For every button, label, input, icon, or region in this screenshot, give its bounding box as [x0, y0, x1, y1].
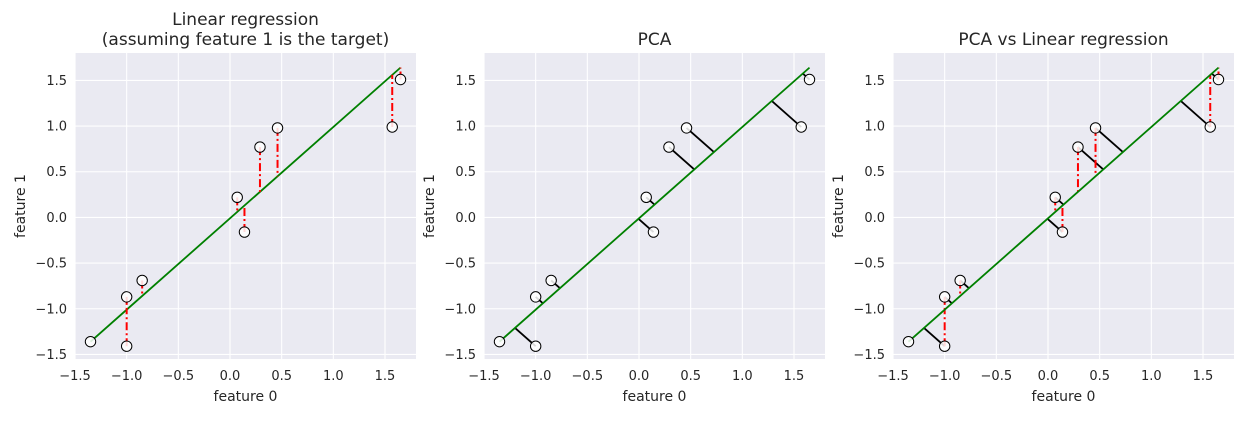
y-tick-label: 0.0	[864, 211, 885, 226]
pca-projection	[771, 100, 802, 128]
y-axis-label: feature 1	[422, 174, 438, 238]
data-point	[1089, 122, 1102, 134]
x-tick-label: −0.5	[981, 369, 1013, 384]
x-tick-label: −1.0	[111, 369, 143, 384]
panel-title: PCA	[638, 30, 672, 50]
x-tick-label: −1.0	[929, 369, 961, 384]
data-point	[647, 226, 660, 238]
fit-line	[907, 66, 1220, 343]
x-tick-label: 0.5	[680, 369, 701, 384]
y-tick-label: 0.0	[455, 211, 476, 226]
y-tick-label: −1.0	[444, 302, 476, 317]
x-axis-label: feature 0	[623, 389, 687, 405]
x-tick-label: 0.0	[220, 369, 241, 384]
y-tick-label: −1.0	[35, 302, 67, 317]
x-tick-label: 1.5	[1193, 369, 1214, 384]
data-point	[938, 340, 951, 352]
data-point	[795, 121, 807, 133]
y-tick-label: 1.0	[46, 120, 67, 135]
x-tick-label: −0.5	[572, 369, 604, 384]
y-tick-label: 0.5	[455, 165, 476, 180]
data-point	[1212, 73, 1225, 86]
y-tick-label: −1.5	[853, 348, 885, 363]
data-point	[231, 191, 243, 204]
data-point	[1072, 141, 1084, 153]
panel-1: −1.5 −1.0 −0.5 0.0 0.5 1.0 1.5 −1.5 −1.0 −0.5 0.0 0…	[13, 10, 416, 405]
data-point	[1049, 191, 1061, 204]
data-point	[1056, 226, 1069, 238]
y-tick-label: −0.5	[444, 257, 476, 272]
data-point	[680, 122, 693, 134]
data-point	[529, 340, 542, 352]
y-axis-label: feature 1	[831, 174, 847, 238]
data-point	[394, 73, 407, 86]
pca-projection	[1094, 127, 1124, 153]
panel-title: (assuming feature 1 is the target)	[102, 30, 389, 50]
data-point	[254, 141, 266, 153]
data-point	[663, 141, 675, 153]
data-point	[902, 335, 915, 348]
x-axis-label: feature 0	[214, 389, 278, 405]
y-tick-label: −0.5	[35, 257, 67, 272]
data-point	[493, 335, 506, 348]
data-point	[938, 291, 951, 303]
data-point	[136, 274, 148, 287]
x-tick-label: −1.5	[59, 369, 91, 384]
data-point	[1204, 121, 1216, 133]
y-tick-label: 0.5	[864, 165, 885, 180]
x-axis-label: feature 0	[1032, 389, 1096, 405]
y-tick-label: 1.5	[864, 74, 885, 89]
data-point	[120, 340, 133, 352]
panel-title: Linear regression	[172, 10, 319, 30]
x-tick-label: 0.5	[1089, 369, 1110, 384]
x-tick-label: 1.0	[323, 369, 344, 384]
y-tick-label: 1.0	[455, 120, 476, 135]
data-point	[120, 291, 133, 303]
y-tick-label: 1.0	[864, 120, 885, 135]
data-point	[386, 121, 398, 133]
data-point	[238, 226, 251, 238]
panel-2: −1.5 −1.0 −0.5 0.0 0.5 1.0 1.5 −1.5 −1.0 −0.5 0.0 0…	[422, 30, 825, 405]
y-tick-label: −1.5	[444, 348, 476, 363]
x-tick-label: 0.0	[629, 369, 650, 384]
y-tick-label: −0.5	[853, 257, 885, 272]
x-tick-label: 1.0	[1141, 369, 1162, 384]
x-tick-label: 1.0	[732, 369, 753, 384]
x-tick-label: 0.5	[271, 369, 292, 384]
pca-projection	[1180, 100, 1211, 128]
x-tick-label: 0.0	[1038, 369, 1059, 384]
y-tick-label: 0.5	[46, 165, 67, 180]
data-point	[545, 274, 557, 287]
y-tick-label: 1.5	[455, 74, 476, 89]
data-point	[84, 335, 97, 348]
x-tick-label: 1.5	[375, 369, 396, 384]
x-tick-label: −0.5	[163, 369, 195, 384]
y-axis-label: feature 1	[13, 174, 29, 238]
x-tick-label: −1.5	[877, 369, 909, 384]
fit-line	[498, 66, 811, 343]
data-point	[529, 291, 542, 303]
x-tick-label: −1.5	[468, 369, 500, 384]
data-point	[954, 274, 966, 287]
x-tick-label: 1.5	[784, 369, 805, 384]
data-point	[640, 191, 652, 204]
y-tick-label: −1.0	[853, 302, 885, 317]
y-tick-label: 1.5	[46, 74, 67, 89]
panel-3: −1.5 −1.0 −0.5 0.0 0.5 1.0 1.5 −1.5 −1.0 −0.5 0.0 0…	[831, 30, 1234, 405]
y-tick-label: −1.5	[35, 348, 67, 363]
panel-title: PCA vs Linear regression	[958, 30, 1168, 50]
x-tick-label: −1.0	[520, 369, 552, 384]
data-point	[803, 73, 816, 86]
fit-line	[89, 66, 402, 343]
pca-projection	[685, 127, 715, 153]
y-tick-label: 0.0	[46, 211, 67, 226]
data-point	[271, 122, 284, 134]
